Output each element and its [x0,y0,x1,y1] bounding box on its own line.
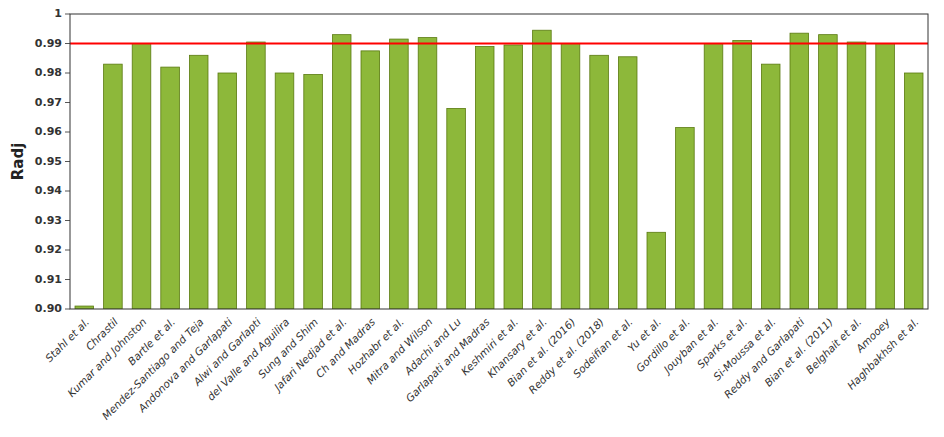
bars [70,30,928,309]
y-tick [65,250,70,251]
y-tick-label: 0.96 [35,125,62,138]
y-tick [65,279,70,280]
bar [761,64,780,309]
y-tick-label: 0.98 [35,66,62,79]
chart: 0.90 0.91 0.92 0.93 0.94 0.95 0.96 0.97 0.98 0.99… [0,0,944,437]
bar [189,55,208,309]
x-axis: Stahl et al.ChrastilKumar and JohnstonBa… [43,315,921,422]
y-tick-label: 0.92 [35,243,62,256]
x-tick-label: Mendez-Santiago and Teja [100,316,206,422]
y-tick-label: 0.93 [35,214,62,227]
bar [332,35,351,309]
x-tick-label: Sodeifian et al. [570,316,634,380]
x-tick-label: Stahl et al. [43,316,92,365]
bar [132,44,151,310]
bar [733,41,752,309]
bar [561,44,580,310]
bar [819,35,838,309]
bar [390,39,409,309]
bar [847,42,866,309]
bar [504,45,523,309]
y-tick [65,73,70,74]
reference-line [70,43,928,45]
bar [104,64,123,309]
x-tick-label: Haghbakhsh et al. [845,316,921,392]
y-tick [65,309,70,310]
y-axis-label: Radj [9,143,27,181]
y-tick [65,14,70,15]
bar [904,73,923,309]
bar [876,44,895,310]
bar [533,30,552,309]
bar [676,128,695,309]
y-tick [65,102,70,103]
bar [161,67,180,309]
bar [218,73,237,309]
y-tick-label: 0.99 [35,37,62,50]
bar [361,51,380,309]
bar [475,46,494,309]
bar [704,44,723,310]
y-tick-label: 0.94 [35,184,62,197]
bar [304,74,323,309]
bar [247,42,266,309]
y-axis: 0.90 0.91 0.92 0.93 0.94 0.95 0.96 0.97 0.98 0.99… [35,7,70,315]
y-tick-label: 0.97 [35,96,62,109]
bar [418,38,437,309]
bar [618,57,637,309]
bar [447,108,466,309]
y-tick-label: 1 [54,7,62,20]
bar [590,55,609,309]
y-tick [65,220,70,221]
y-tick-label: 0.95 [35,155,62,168]
plot-frame [70,14,928,309]
y-tick [65,132,70,133]
bar [275,73,294,309]
y-tick [65,43,70,44]
y-tick-label: 0.91 [35,273,62,286]
y-tick [65,191,70,192]
chart-container: 0.90 0.91 0.92 0.93 0.94 0.95 0.96 0.97 0.98 0.99… [0,0,944,437]
bar [647,232,666,309]
bar [790,33,809,309]
y-tick [65,161,70,162]
y-tick-label: 0.90 [35,302,62,315]
